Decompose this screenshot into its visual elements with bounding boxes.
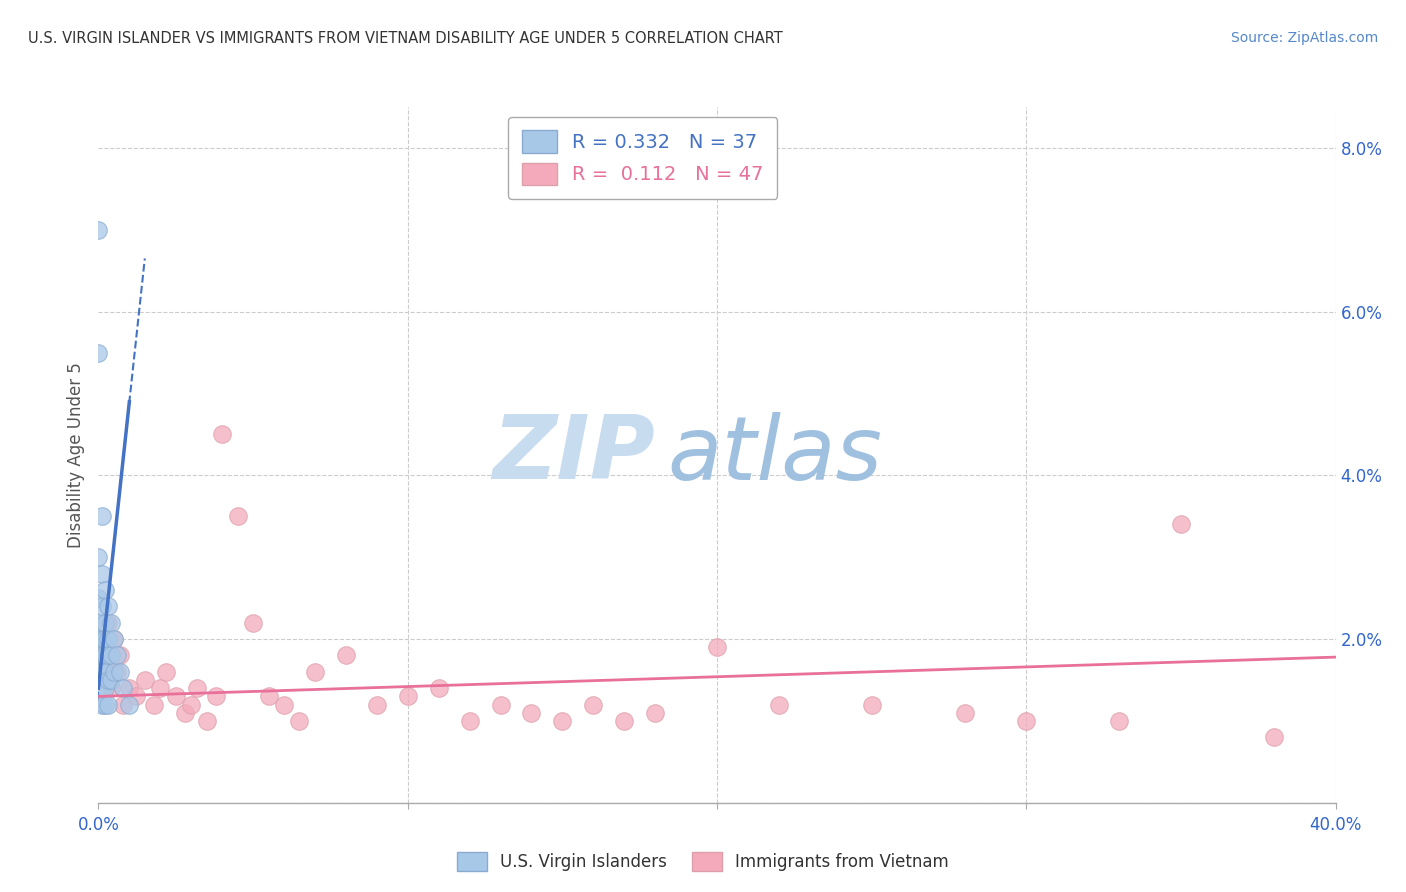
Point: [93, 648, 115, 663]
Point: [87, 550, 110, 565]
Point: [97, 615, 120, 630]
Point: [1108, 714, 1130, 728]
Point: [90, 648, 112, 663]
Point: [93, 632, 115, 646]
Point: [1170, 517, 1192, 532]
Point: [768, 698, 790, 712]
Point: [155, 665, 177, 679]
Point: [90, 599, 112, 614]
Point: [93, 665, 115, 679]
Point: [180, 698, 202, 712]
Point: [105, 665, 128, 679]
Point: [90, 509, 112, 524]
Legend: U.S. Virgin Islanders, Immigrants from Vietnam: U.S. Virgin Islanders, Immigrants from V…: [449, 843, 957, 880]
Point: [304, 665, 326, 679]
Point: [93, 582, 115, 597]
Point: [860, 698, 883, 712]
Point: [273, 698, 295, 712]
Point: [112, 698, 135, 712]
Point: [1015, 714, 1038, 728]
Point: [100, 673, 122, 687]
Point: [108, 648, 131, 663]
Point: [90, 632, 112, 646]
Text: atlas: atlas: [668, 412, 883, 498]
Text: ZIP: ZIP: [492, 411, 655, 499]
Point: [105, 648, 128, 663]
Point: [366, 698, 388, 712]
Point: [134, 673, 156, 687]
Point: [90, 665, 112, 679]
Point: [103, 632, 125, 646]
Point: [551, 714, 574, 728]
Point: [90, 698, 112, 712]
Point: [87, 665, 110, 679]
Point: [427, 681, 450, 696]
Point: [112, 681, 135, 696]
Y-axis label: Disability Age Under 5: Disability Age Under 5: [66, 362, 84, 548]
Point: [97, 698, 120, 712]
Point: [90, 566, 112, 581]
Point: [87, 648, 110, 663]
Legend: R = 0.332   N = 37, R =  0.112   N = 47: R = 0.332 N = 37, R = 0.112 N = 47: [508, 117, 778, 199]
Point: [87, 673, 110, 687]
Point: [174, 706, 197, 720]
Point: [93, 681, 115, 696]
Point: [489, 698, 512, 712]
Point: [118, 681, 141, 696]
Point: [87, 223, 110, 237]
Point: [186, 681, 208, 696]
Point: [953, 706, 976, 720]
Point: [288, 714, 311, 728]
Point: [165, 690, 187, 704]
Point: [100, 681, 122, 696]
Point: [195, 714, 218, 728]
Point: [1263, 731, 1285, 745]
Point: [97, 673, 120, 687]
Point: [93, 615, 115, 630]
Point: [87, 591, 110, 606]
Point: [90, 648, 112, 663]
Point: [108, 665, 131, 679]
Point: [118, 698, 141, 712]
Point: [582, 698, 605, 712]
Point: [205, 690, 228, 704]
Point: [87, 615, 110, 630]
Point: [520, 706, 543, 720]
Text: 40.0%: 40.0%: [1309, 816, 1362, 834]
Point: [100, 615, 122, 630]
Point: [242, 615, 264, 630]
Point: [100, 648, 122, 663]
Point: [149, 681, 172, 696]
Point: [93, 698, 115, 712]
Point: [87, 345, 110, 359]
Point: [90, 681, 112, 696]
Point: [211, 427, 233, 442]
Point: [396, 690, 419, 704]
Point: [458, 714, 481, 728]
Point: [706, 640, 728, 655]
Point: [97, 632, 120, 646]
Text: Source: ZipAtlas.com: Source: ZipAtlas.com: [1230, 31, 1378, 45]
Point: [97, 648, 120, 663]
Point: [335, 648, 357, 663]
Point: [613, 714, 636, 728]
Point: [143, 698, 166, 712]
Point: [93, 665, 115, 679]
Point: [97, 599, 120, 614]
Point: [257, 690, 280, 704]
Text: U.S. VIRGIN ISLANDER VS IMMIGRANTS FROM VIETNAM DISABILITY AGE UNDER 5 CORRELATI: U.S. VIRGIN ISLANDER VS IMMIGRANTS FROM …: [28, 31, 783, 46]
Point: [103, 632, 125, 646]
Point: [124, 690, 146, 704]
Point: [644, 706, 666, 720]
Point: [226, 509, 249, 524]
Text: 0.0%: 0.0%: [77, 816, 120, 834]
Point: [103, 665, 125, 679]
Point: [87, 632, 110, 646]
